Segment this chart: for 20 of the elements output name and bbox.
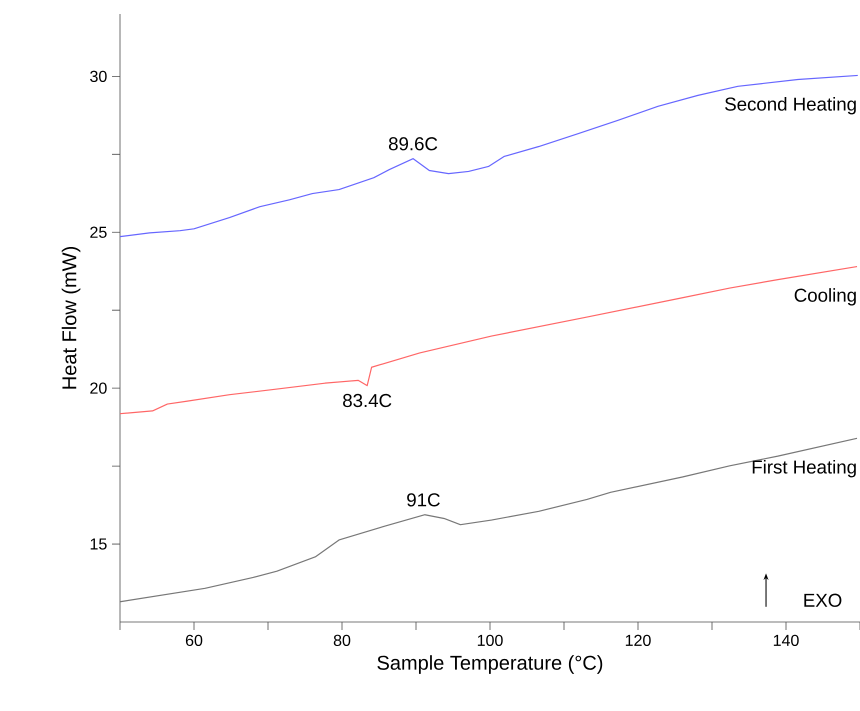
x-tick-label: 80 [334, 634, 350, 646]
x-tick-label: 60 [186, 634, 202, 646]
annotation: 83.4C [343, 394, 392, 408]
x-tick-label: 100 [478, 634, 503, 646]
series-label: Cooling [794, 288, 856, 306]
line-series [119, 266, 858, 414]
y-axis-title: Heat Flow (mW) [62, 247, 80, 389]
annotation: 91C [407, 493, 440, 507]
line-series [119, 74, 858, 238]
y-tick-label: 30 [90, 70, 107, 82]
x-axis-title: Sample Temperature (°C) [377, 655, 602, 674]
x-tick-label: 140 [774, 634, 799, 646]
y-tick-label: 20 [90, 382, 107, 394]
y-tick-label: 25 [90, 226, 107, 238]
x-tick-label: 120 [626, 634, 651, 646]
annotation: EXO [804, 594, 842, 608]
series-label: First Heating [752, 460, 856, 478]
y-tick-label: 15 [90, 538, 107, 550]
annotation: 89.6C [388, 137, 438, 151]
series-label: Second Heating [725, 97, 856, 115]
